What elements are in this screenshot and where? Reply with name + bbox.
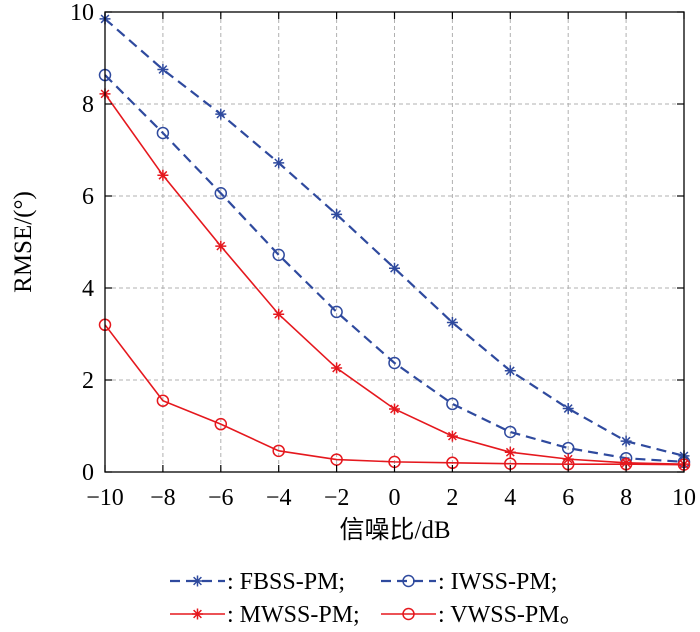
y-tick-label: 8 xyxy=(82,92,94,118)
legend-marker-mwss-pm xyxy=(192,608,203,620)
data-point-iwss-pm-6 xyxy=(446,397,459,411)
y-tick-label: 10 xyxy=(70,0,94,26)
series-line-fbss-pm xyxy=(104,18,685,457)
data-point-iwss-pm-1 xyxy=(156,126,170,140)
data-point-iwss-pm-8 xyxy=(561,441,575,455)
legend-label-iwss-pm: : IWSS-PM; xyxy=(438,569,557,595)
legend: : FBSS-PM;: IWSS-PM;: MWSS-PM;: VWSS-PM。 xyxy=(170,569,584,628)
data-point-mwss-pm-2 xyxy=(215,240,227,252)
y-tick-label: 6 xyxy=(82,184,94,210)
legend-marker-iwss-pm xyxy=(402,574,415,588)
legend-prefix: : xyxy=(227,569,240,595)
data-point-fbss-pm-3 xyxy=(273,157,285,169)
x-tick-label: 6 xyxy=(562,485,574,511)
data-point-mwss-pm-6 xyxy=(446,430,458,442)
grid xyxy=(105,12,684,472)
x-tick-label: 4 xyxy=(504,485,516,511)
legend-label-mwss-pm: : MWSS-PM; xyxy=(227,602,360,628)
legend-marker-fbss-pm xyxy=(192,575,203,587)
legend-label-vwss-pm: : VWSS-PM。 xyxy=(438,602,584,628)
data-point-fbss-pm-2 xyxy=(215,108,227,120)
data-point-mwss-pm-5 xyxy=(389,403,400,415)
legend-suffix: 。 xyxy=(560,602,584,628)
legend-suffix: ; xyxy=(338,569,345,595)
x-tick-label: −2 xyxy=(324,485,350,511)
y-tick-label: 2 xyxy=(82,368,94,394)
y-tick-label: 4 xyxy=(82,276,94,302)
legend-entry-vwss-pm: : VWSS-PM。 xyxy=(381,602,584,628)
legend-entry-mwss-pm: : MWSS-PM; xyxy=(170,602,360,628)
data-point-mwss-pm-9 xyxy=(620,457,632,469)
axes xyxy=(104,11,685,473)
legend-prefix: : xyxy=(438,602,450,628)
data-point-fbss-pm-8 xyxy=(562,403,574,415)
data-point-vwss-pm-2 xyxy=(214,417,228,431)
legend-suffix: ; xyxy=(353,602,360,628)
data-point-iwss-pm-7 xyxy=(504,425,517,439)
data-point-mwss-pm-1 xyxy=(157,169,169,181)
legend-series-name: MWSS-PM xyxy=(240,602,353,628)
x-tick-label: 10 xyxy=(672,485,696,511)
data-point-iwss-pm-4 xyxy=(330,305,343,319)
x-tick-label: −10 xyxy=(86,485,124,511)
tick-labels: −10 −8 −6 −4 −2 0 2 4 6 8 10 0 2 4 6 8 10 xyxy=(70,0,696,511)
x-axis-label: 信噪比/dB xyxy=(339,516,450,544)
plot-frame xyxy=(104,11,685,473)
data-point-iwss-pm-2 xyxy=(214,186,228,200)
data-point-fbss-pm-7 xyxy=(504,365,516,377)
x-tick-label: −6 xyxy=(208,485,234,511)
legend-suffix: ; xyxy=(551,569,558,595)
series-line-iwss-pm xyxy=(104,74,685,463)
legend-series-name: IWSS-PM xyxy=(451,569,551,595)
series-line-vwss-pm xyxy=(104,324,685,466)
legend-series-name: VWSS-PM xyxy=(450,602,559,628)
data-point-fbss-pm-1 xyxy=(157,64,169,75)
y-tick-label: 0 xyxy=(82,460,94,486)
data-point-mwss-pm-7 xyxy=(504,446,516,458)
data-point-vwss-pm-3 xyxy=(272,444,285,458)
data-point-mwss-pm-3 xyxy=(273,308,285,320)
series-fbss-pm xyxy=(99,13,690,462)
data-point-fbss-pm-6 xyxy=(446,317,458,328)
legend-marker-vwss-pm xyxy=(402,607,415,621)
x-tick-label: −8 xyxy=(150,485,176,511)
legend-prefix: : xyxy=(227,602,240,628)
series-group xyxy=(98,13,691,471)
data-point-fbss-pm-9 xyxy=(620,435,632,447)
x-tick-label: 2 xyxy=(446,485,458,511)
x-tick-label: 8 xyxy=(620,485,632,511)
legend-entry-fbss-pm: : FBSS-PM; xyxy=(170,569,345,595)
legend-entry-iwss-pm: : IWSS-PM; xyxy=(381,569,557,595)
data-point-vwss-pm-1 xyxy=(156,394,170,407)
data-point-iwss-pm-5 xyxy=(388,356,401,370)
data-point-fbss-pm-5 xyxy=(389,262,400,274)
x-tick-label: −4 xyxy=(266,485,292,511)
legend-series-name: FBSS-PM xyxy=(240,569,339,595)
data-point-mwss-pm-4 xyxy=(331,362,343,374)
data-point-iwss-pm-3 xyxy=(272,248,285,262)
x-tick-label: 0 xyxy=(389,485,401,511)
legend-prefix: : xyxy=(438,569,451,595)
legend-label-fbss-pm: : FBSS-PM; xyxy=(227,569,345,595)
y-axis-label: RMSE/(°) xyxy=(10,191,37,293)
data-point-fbss-pm-4 xyxy=(331,208,343,220)
